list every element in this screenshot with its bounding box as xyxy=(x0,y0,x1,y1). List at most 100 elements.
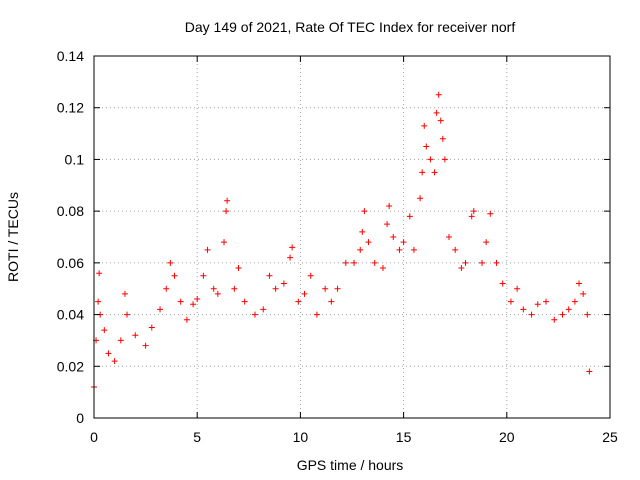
data-point xyxy=(433,109,440,116)
data-point xyxy=(446,234,453,240)
x-tick-label: 10 xyxy=(293,429,309,445)
x-axis-label: GPS time / hours xyxy=(297,457,404,473)
data-point xyxy=(235,265,242,272)
data-point xyxy=(231,285,238,292)
y-tick-label: 0.06 xyxy=(57,255,84,271)
data-point xyxy=(357,246,364,253)
data-point xyxy=(167,259,174,266)
data-point xyxy=(361,208,368,215)
data-point xyxy=(204,246,211,253)
y-tick-label: 0.1 xyxy=(65,151,85,167)
data-point xyxy=(576,280,583,287)
data-point xyxy=(328,298,335,305)
data-point xyxy=(571,298,578,305)
data-point xyxy=(224,197,231,204)
data-point xyxy=(124,311,131,318)
data-point xyxy=(301,290,308,297)
data-point xyxy=(390,234,397,240)
data-point xyxy=(584,311,591,318)
data-point xyxy=(499,280,506,287)
data-point xyxy=(111,358,118,365)
data-point xyxy=(351,259,358,266)
data-point xyxy=(431,169,438,176)
y-tick-label: 0.02 xyxy=(57,358,84,374)
data-point xyxy=(439,135,446,142)
data-point xyxy=(462,259,469,266)
data-point xyxy=(241,298,248,305)
data-point xyxy=(384,221,391,228)
data-point xyxy=(483,239,490,246)
data-point xyxy=(410,246,417,253)
data-point xyxy=(101,327,108,334)
data-point xyxy=(177,298,184,305)
data-point xyxy=(386,202,393,209)
data-point xyxy=(171,272,178,279)
chart-title: Day 149 of 2021, Rate Of TEC Index for r… xyxy=(185,19,516,35)
data-point xyxy=(470,208,477,215)
y-tick-label: 0.12 xyxy=(57,100,84,116)
data-point xyxy=(142,342,149,349)
data-point xyxy=(365,239,372,246)
data-point xyxy=(468,213,475,220)
data-point xyxy=(260,306,267,313)
data-point xyxy=(132,332,139,339)
data-point xyxy=(272,285,279,292)
data-point xyxy=(396,246,403,253)
data-point xyxy=(359,228,366,235)
data-point xyxy=(543,298,550,305)
x-tick-label: 25 xyxy=(602,429,618,445)
y-tick-label: 0.14 xyxy=(57,48,84,64)
data-point xyxy=(342,259,349,266)
data-point xyxy=(322,285,329,292)
data-point xyxy=(117,337,124,344)
data-point xyxy=(586,368,593,375)
data-point xyxy=(400,239,407,246)
data-point xyxy=(580,290,587,297)
data-point xyxy=(520,306,527,313)
data-point xyxy=(534,301,541,308)
data-point xyxy=(200,272,207,279)
data-point xyxy=(528,311,535,318)
data-point xyxy=(95,298,102,305)
data-point xyxy=(551,316,558,323)
data-point xyxy=(266,272,273,279)
data-point xyxy=(295,298,302,305)
data-point xyxy=(406,213,413,220)
data-point xyxy=(458,265,465,272)
data-point xyxy=(313,311,320,318)
data-point xyxy=(493,259,500,266)
data-point xyxy=(223,208,230,215)
x-tick-label: 0 xyxy=(90,429,98,445)
data-point xyxy=(251,311,258,318)
data-point xyxy=(421,122,428,129)
data-point xyxy=(514,285,521,292)
data-point xyxy=(379,265,386,272)
x-tick-label: 15 xyxy=(396,429,412,445)
data-point xyxy=(334,285,341,292)
data-point xyxy=(148,324,155,331)
data-point xyxy=(221,239,228,246)
y-tick-label: 0 xyxy=(76,410,84,426)
data-point xyxy=(287,254,294,261)
plot-frame xyxy=(93,55,611,419)
x-tick-label: 20 xyxy=(499,429,515,445)
y-axis-label: ROTI / TECUs xyxy=(5,192,21,282)
grid-lines xyxy=(94,56,610,418)
data-points xyxy=(91,91,593,390)
data-point xyxy=(423,143,430,150)
data-point xyxy=(479,259,486,266)
x-tick-label: 5 xyxy=(193,429,201,445)
data-point xyxy=(96,270,103,277)
data-point xyxy=(419,169,426,176)
data-point xyxy=(289,244,296,251)
y-axis: 0 0.02 0.04 0.06 0.08 0.1 0.12 0.14 xyxy=(57,48,610,426)
data-point xyxy=(157,306,164,313)
data-point xyxy=(371,259,378,266)
data-point xyxy=(437,117,444,124)
y-tick-label: 0.04 xyxy=(57,307,84,323)
data-point xyxy=(427,156,434,163)
data-point xyxy=(507,298,514,305)
data-point xyxy=(190,301,197,308)
data-point xyxy=(121,290,128,297)
